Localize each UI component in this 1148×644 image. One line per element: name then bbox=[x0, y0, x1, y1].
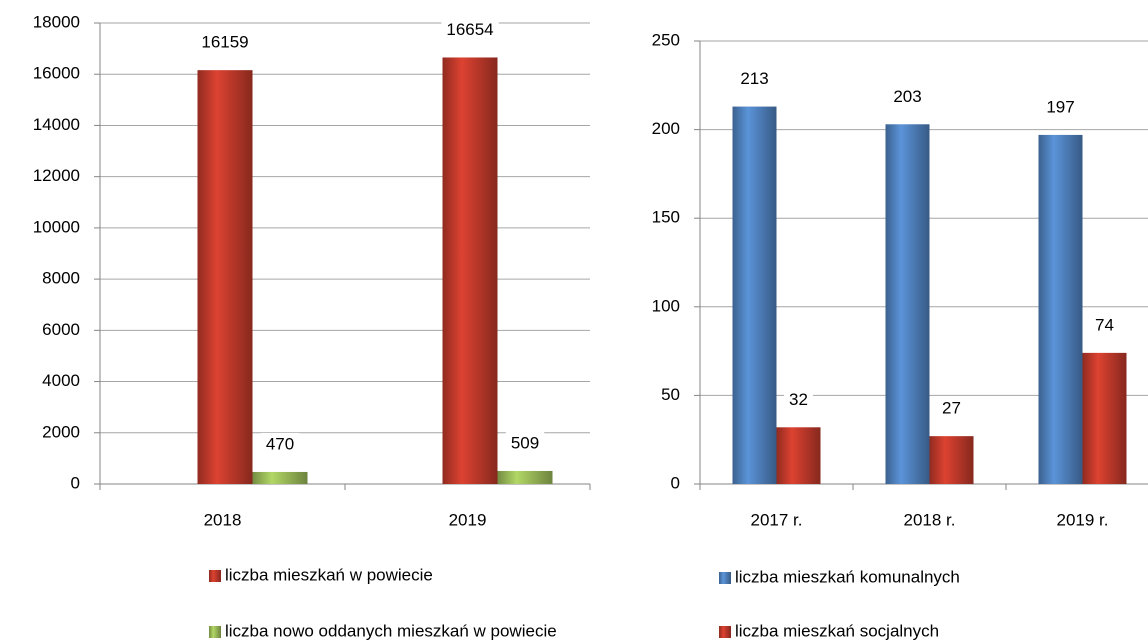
data-label: 213 bbox=[740, 69, 768, 88]
y-tick-label: 16000 bbox=[33, 64, 80, 83]
y-tick-label: 0 bbox=[71, 473, 80, 492]
bar bbox=[1082, 352, 1127, 484]
data-label-bg bbox=[441, 18, 499, 43]
legend-label: liczba mieszkań socjalnych bbox=[735, 621, 939, 640]
legend-swatch bbox=[209, 626, 221, 638]
legend-label: liczba nowo oddanych mieszkań w powiecie bbox=[225, 621, 557, 640]
data-label-bg bbox=[1090, 313, 1119, 338]
legend-swatch bbox=[719, 572, 731, 584]
y-tick-label: 150 bbox=[652, 208, 680, 227]
data-label: 74 bbox=[1095, 315, 1114, 334]
data-label-bg bbox=[784, 388, 813, 413]
y-tick-label: 4000 bbox=[42, 371, 80, 390]
data-label: 203 bbox=[893, 87, 921, 106]
data-label: 470 bbox=[266, 434, 294, 453]
bar bbox=[1038, 134, 1083, 484]
x-tick-label: 2019 r. bbox=[1057, 510, 1109, 529]
y-tick-label: 0 bbox=[671, 473, 680, 492]
data-label: 16654 bbox=[446, 20, 493, 39]
y-tick-label: 18000 bbox=[33, 12, 80, 31]
data-label: 16159 bbox=[201, 33, 248, 52]
y-tick-label: 2000 bbox=[42, 422, 80, 441]
y-tick-label: 10000 bbox=[33, 217, 80, 236]
bar bbox=[197, 70, 253, 484]
data-label: 27 bbox=[942, 399, 961, 418]
data-label-bg bbox=[1041, 95, 1080, 120]
y-tick-label: 200 bbox=[652, 119, 680, 138]
y-tick-label: 8000 bbox=[42, 269, 80, 288]
data-label-bg bbox=[260, 432, 300, 457]
legend-label: liczba mieszkań komunalnych bbox=[735, 567, 960, 586]
bar bbox=[929, 436, 974, 484]
y-tick-label: 100 bbox=[652, 296, 680, 315]
bar bbox=[732, 106, 777, 485]
data-label: 509 bbox=[511, 433, 539, 452]
x-tick-label: 2018 bbox=[204, 510, 242, 529]
y-tick-label: 50 bbox=[661, 385, 680, 404]
bar bbox=[776, 427, 821, 484]
y-tick-label: 250 bbox=[652, 30, 680, 49]
legend-swatch bbox=[209, 570, 221, 582]
data-label-bg bbox=[888, 85, 927, 110]
bar bbox=[497, 470, 553, 484]
data-label-bg bbox=[937, 397, 966, 422]
data-label: 32 bbox=[789, 390, 808, 409]
x-tick-label: 2018 r. bbox=[904, 510, 956, 529]
legend-swatch bbox=[719, 626, 731, 638]
x-tick-label: 2017 r. bbox=[751, 510, 803, 529]
y-tick-label: 6000 bbox=[42, 320, 80, 339]
legend-label: liczba mieszkań w powiecie bbox=[225, 565, 433, 584]
bar bbox=[252, 471, 308, 484]
bar bbox=[885, 124, 930, 484]
data-label-bg bbox=[505, 431, 545, 456]
data-label-bg bbox=[196, 31, 254, 56]
data-label-bg bbox=[735, 67, 774, 92]
y-tick-label: 12000 bbox=[33, 166, 80, 185]
x-tick-label: 2019 bbox=[449, 510, 487, 529]
y-tick-label: 14000 bbox=[33, 115, 80, 134]
bar bbox=[442, 57, 498, 484]
data-label: 197 bbox=[1046, 97, 1074, 116]
